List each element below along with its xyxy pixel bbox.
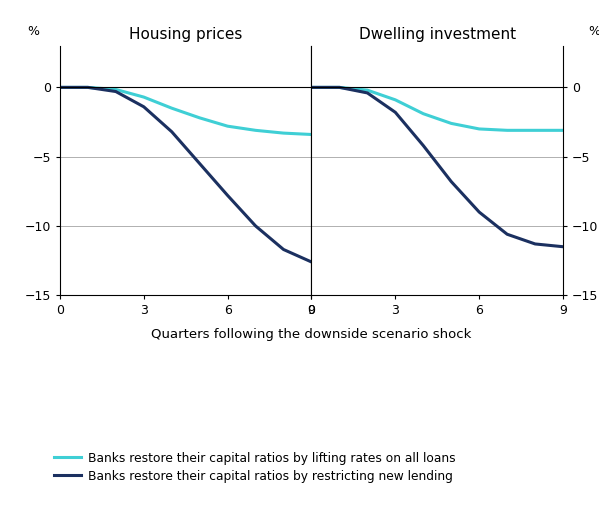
Title: Dwelling investment: Dwelling investment <box>359 27 516 42</box>
Text: %: % <box>588 25 599 38</box>
Title: Housing prices: Housing prices <box>129 27 243 42</box>
Text: Quarters following the downside scenario shock: Quarters following the downside scenario… <box>152 328 471 342</box>
Text: %: % <box>27 25 39 38</box>
Legend: Banks restore their capital ratios by lifting rates on all loans, Banks restore : Banks restore their capital ratios by li… <box>54 451 456 483</box>
